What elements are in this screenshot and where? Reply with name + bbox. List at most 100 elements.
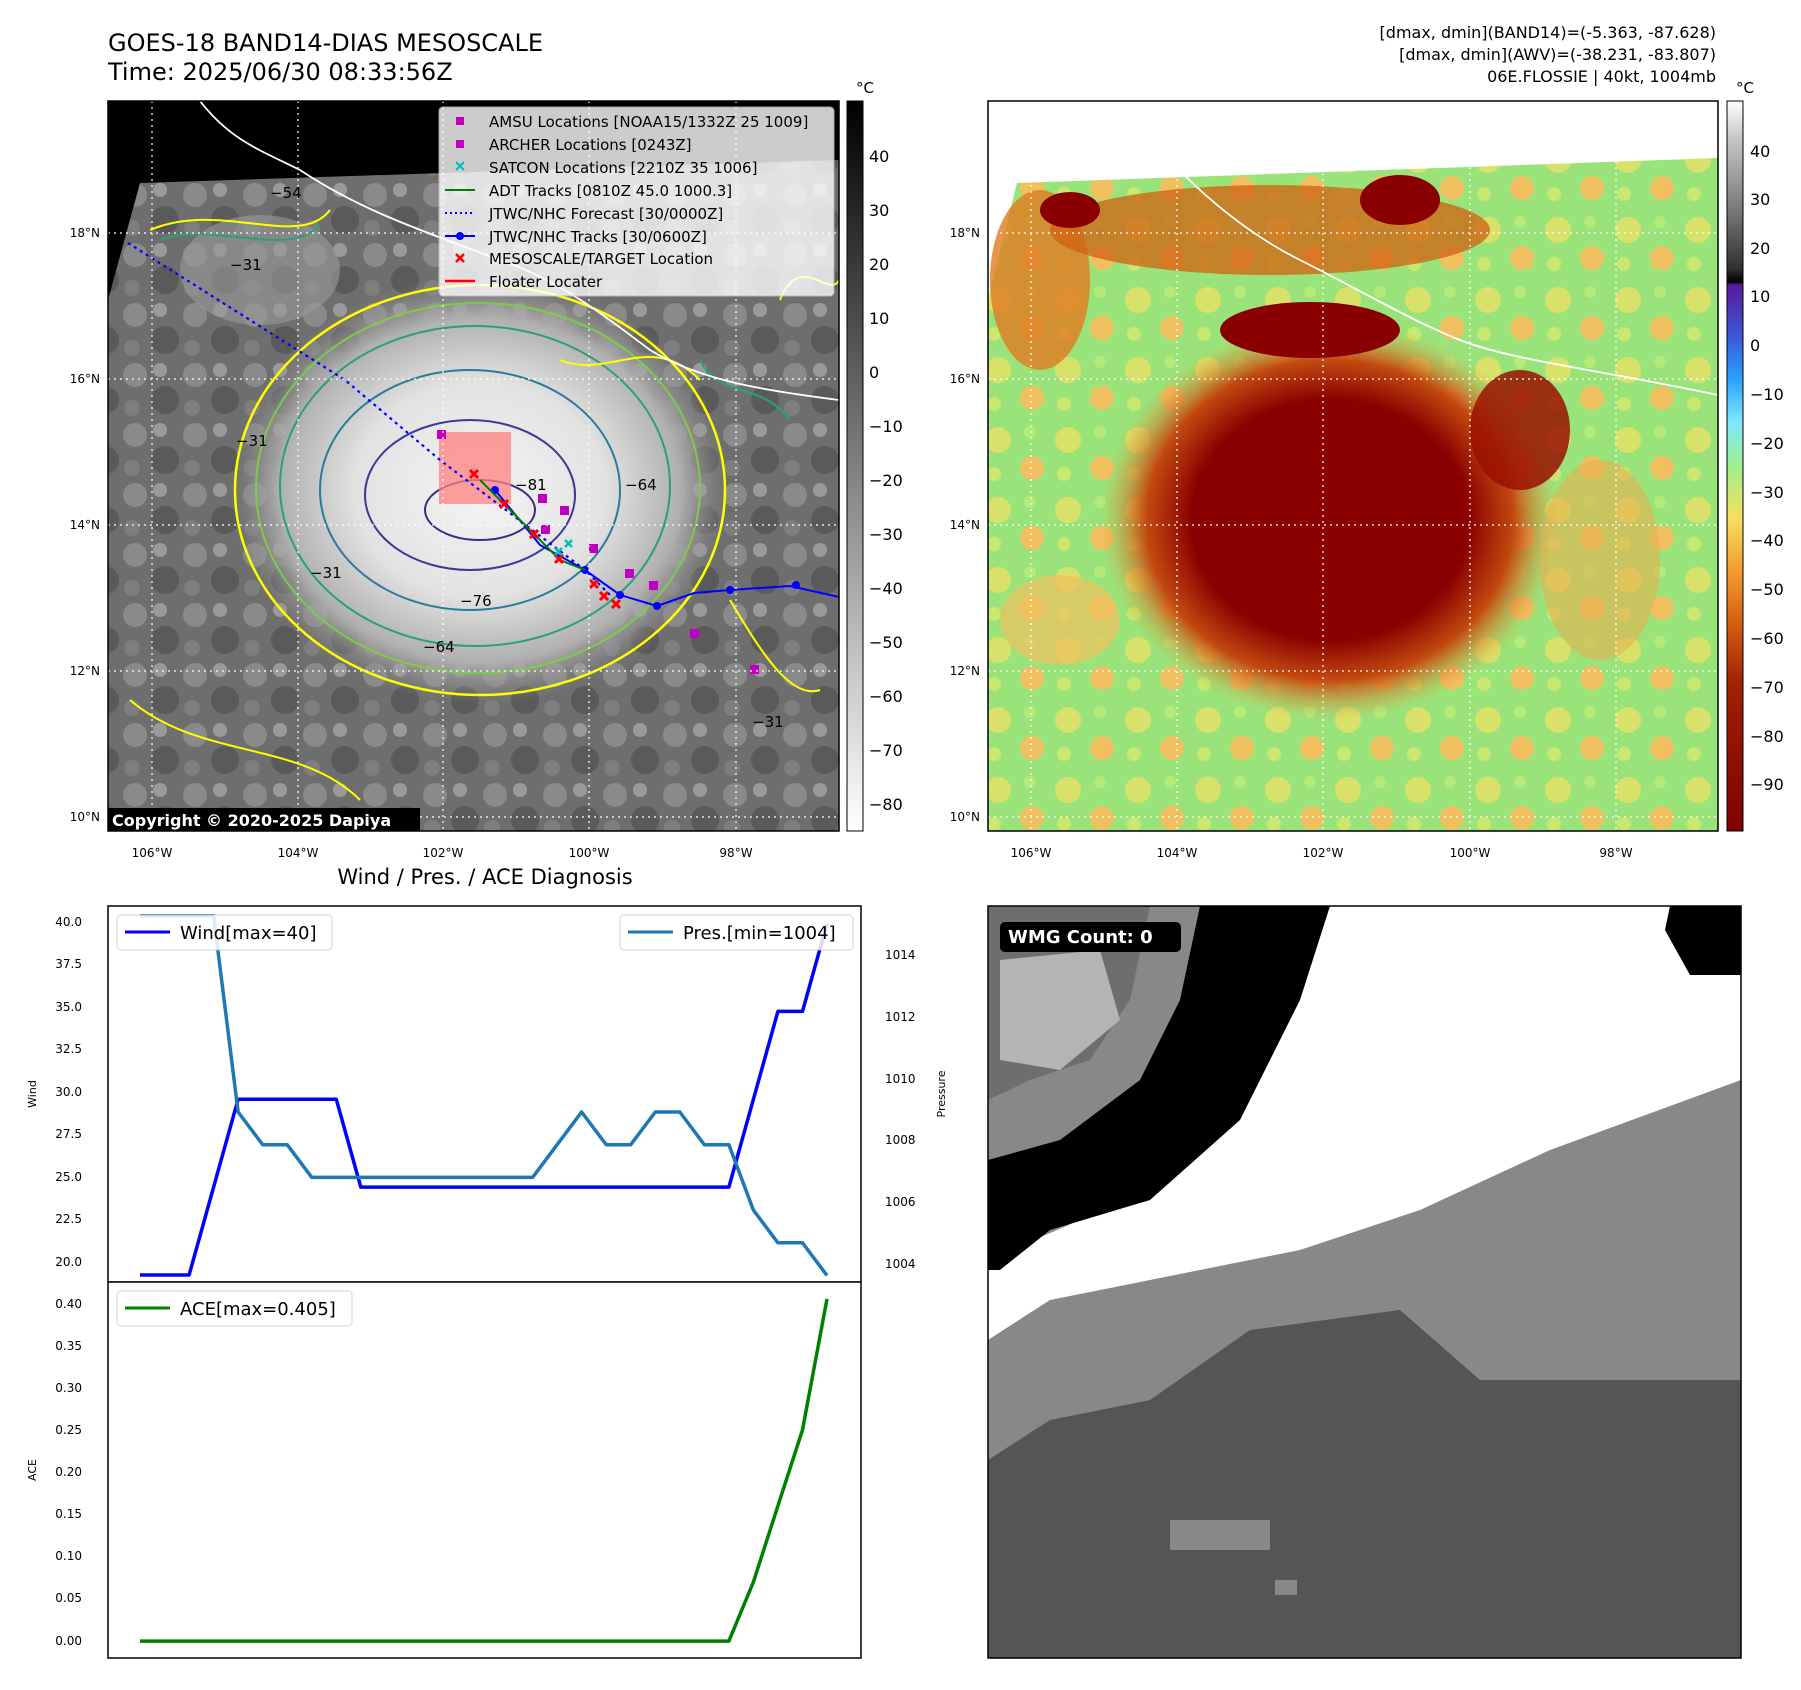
amsu-archer-points [437,430,759,674]
svg-text:10°N: 10°N [70,810,100,824]
svg-text:18°N: 18°N [950,226,980,240]
svg-text:−30: −30 [1750,483,1784,502]
legend-label-satcon: SATCON Locations [2210Z 35 1006] [489,159,757,177]
svg-text:1008: 1008 [885,1133,916,1147]
svg-text:30: 30 [869,201,889,220]
svg-text:0.00: 0.00 [55,1634,82,1648]
svg-text:−76: −76 [460,592,492,610]
legend-marker-archer [456,140,464,148]
svg-text:0: 0 [869,363,879,382]
svg-text:22.5: 22.5 [55,1212,82,1226]
ace-axes [107,1281,862,1659]
ace-series-line [140,1298,829,1643]
legend-label-floater: Floater Locater [489,273,603,291]
svg-text:18°N: 18°N [70,226,100,240]
svg-text:27.5: 27.5 [55,1127,82,1141]
svg-text:16°N: 16°N [950,372,980,386]
legend-marker-amsu [456,117,464,125]
svg-text:14°N: 14°N [70,518,100,532]
svg-text:−80: −80 [869,795,903,814]
legend-marker-mesoscale [455,253,465,263]
map-legend: AMSU Locations [NOAA15/1332Z 25 1009] AR… [438,106,835,297]
svg-text:0.35: 0.35 [55,1339,82,1353]
awv-map-panel: 106°W 104°W 102°W 100°W 98°W 18°N 16°N 1… [950,100,1719,860]
ace-legend: ACE[max=0.405] [116,1290,353,1327]
svg-text:104°W: 104°W [278,846,319,860]
ace-ylabel: ACE [26,1459,39,1481]
legend-label-archer: ARCHER Locations [0243Z] [489,136,692,154]
ir-colorbar: °C 40 30 20 10 0 −10 −20 −30 −40 −50 −60… [846,79,903,832]
svg-text:−10: −10 [1750,385,1784,404]
svg-text:106°W: 106°W [132,846,173,860]
svg-text:−50: −50 [869,633,903,652]
legend-label-mesoscale: MESOSCALE/TARGET Location [489,250,713,268]
svg-text:10°N: 10°N [950,810,980,824]
legend-label-amsu: AMSU Locations [NOAA15/1332Z 25 1009] [489,113,808,131]
svg-text:0.40: 0.40 [55,1297,82,1311]
svg-text:10: 10 [1750,287,1770,306]
svg-text:35.0: 35.0 [55,1000,82,1014]
wind-legend: Wind[max=40] [116,914,333,951]
svg-text:−10: −10 [869,417,903,436]
diagnosis-title: Wind / Pres. / ACE Diagnosis [337,865,632,889]
wind-pres-axes [107,905,862,1283]
svg-text:30: 30 [1750,190,1770,209]
svg-text:−30: −30 [869,525,903,544]
svg-text:12°N: 12°N [950,664,980,678]
awv-axis-ticks: 106°W 104°W 102°W 100°W 98°W 18°N 16°N 1… [950,226,1633,860]
svg-text:0.25: 0.25 [55,1423,82,1437]
svg-text:25.0: 25.0 [55,1170,82,1184]
contour-minus76 [364,419,576,571]
svg-text:40.0: 40.0 [55,915,82,929]
wind-pres-lines [140,914,829,1277]
svg-text:−40: −40 [869,579,903,598]
wmg-black-band [988,906,1330,1270]
legend-label-tracks: JTWC/NHC Tracks [30/0600Z] [488,228,707,246]
wind-series-line [140,923,829,1277]
legend-marker-satcon [455,161,465,171]
svg-text:1012: 1012 [885,1010,916,1024]
svg-text:1004: 1004 [885,1257,916,1271]
svg-text:−90: −90 [1750,775,1784,794]
svg-text:0.05: 0.05 [55,1591,82,1605]
wind-axis-ticks: 40.0 37.5 35.0 32.5 30.0 27.5 25.0 22.5 … [55,915,82,1269]
svg-text:−60: −60 [1750,629,1784,648]
stats-band14: [dmax, dmin](BAND14)=(-5.363, -87.628) [1380,23,1716,42]
wmg-count-badge [1000,922,1181,952]
svg-text:20.0: 20.0 [55,1255,82,1269]
svg-text:14°N: 14°N [950,518,980,532]
copyright-text: Copyright © 2020-2025 Dapiya [112,811,391,830]
svg-text:32.5: 32.5 [55,1042,82,1056]
svg-text:−31: −31 [230,256,262,274]
svg-text:0.15: 0.15 [55,1507,82,1521]
svg-text:−70: −70 [869,741,903,760]
mesoscale-target-markers [468,468,622,610]
pres-legend: Pres.[min=1004] [619,914,854,951]
svg-text:−31: −31 [752,713,784,731]
svg-text:−31: −31 [236,432,268,450]
awv-colorbar: °C 40 30 20 10 0 −10 −20 −30 −40 −50 −60… [1726,79,1784,832]
pres-legend-label: Pres.[min=1004] [683,923,836,944]
copyright-box [108,808,420,831]
wind-legend-label: Wind[max=40] [180,923,317,944]
svg-text:−31: −31 [310,564,342,582]
svg-text:100°W: 100°W [1450,846,1491,860]
wmg-white-band [988,906,1741,1340]
svg-text:106°W: 106°W [1011,846,1052,860]
jtwc-forecast-track [127,242,611,596]
svg-text:−20: −20 [1750,434,1784,453]
svg-text:−81: −81 [515,476,547,494]
svg-text:20: 20 [1750,239,1770,258]
svg-text:0.10: 0.10 [55,1549,82,1563]
svg-text:100°W: 100°W [569,846,610,860]
svg-text:104°W: 104°W [1157,846,1198,860]
svg-text:98°W: 98°W [719,846,752,860]
ace-legend-label: ACE[max=0.405] [180,1299,336,1320]
awv-grid [988,101,1718,831]
svg-text:0: 0 [1750,336,1760,355]
awv-coastline [1184,175,1718,396]
svg-text:−70: −70 [1750,678,1784,697]
pressure-ylabel: Pressure [935,1070,948,1117]
ir-map-panel: −54 −31 −31 −31 −81 −76 −64 −64 −31 AMSU… [70,100,840,860]
